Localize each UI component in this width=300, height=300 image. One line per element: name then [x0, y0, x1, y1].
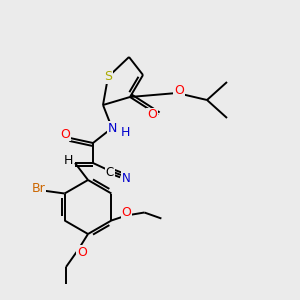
Text: C: C — [106, 167, 114, 179]
Text: H: H — [63, 154, 73, 167]
Text: O: O — [174, 85, 184, 98]
Text: O: O — [77, 245, 87, 259]
Text: Br: Br — [32, 182, 46, 195]
Text: S: S — [104, 70, 112, 83]
Text: H: H — [120, 127, 130, 140]
Text: N: N — [107, 122, 117, 134]
Text: O: O — [60, 128, 70, 140]
Text: O: O — [122, 206, 131, 219]
Text: O: O — [147, 109, 157, 122]
Text: N: N — [122, 172, 130, 184]
